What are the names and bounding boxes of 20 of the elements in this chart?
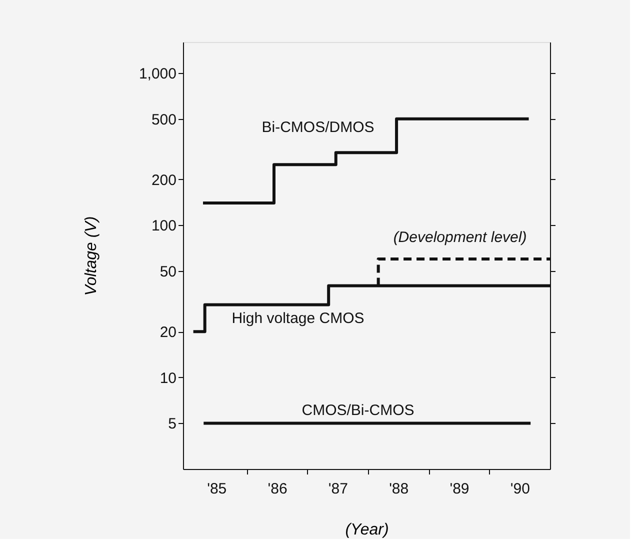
x-tick-label: '87 <box>328 480 348 498</box>
x-tick-label: '88 <box>389 480 409 498</box>
x-tick-label: '90 <box>510 480 530 498</box>
x-axis-title: (Year) <box>345 522 389 538</box>
y-tick-label: 5 <box>168 416 176 433</box>
x-tick-label: '86 <box>268 480 288 498</box>
x-tick-label: '85 <box>207 480 227 498</box>
y-tick-label: 10 <box>160 370 176 387</box>
y-tick-label: 50 <box>160 264 176 281</box>
series-label: High voltage CMOS <box>232 310 364 327</box>
series-label: CMOS/Bi-CMOS <box>302 402 414 419</box>
series-label: Bi-CMOS/DMOS <box>262 119 374 136</box>
y-tick-label: 20 <box>160 324 176 342</box>
y-axis-title: Voltage (V) <box>82 216 100 296</box>
y-tick-label: 100 <box>151 218 176 235</box>
y-tick-label: 200 <box>151 172 176 189</box>
y-tick-label: 500 <box>151 111 176 128</box>
x-tick-label: '89 <box>450 480 470 498</box>
y-tick-label: 1,000 <box>138 66 176 83</box>
series-label: (Development level) <box>393 229 527 246</box>
